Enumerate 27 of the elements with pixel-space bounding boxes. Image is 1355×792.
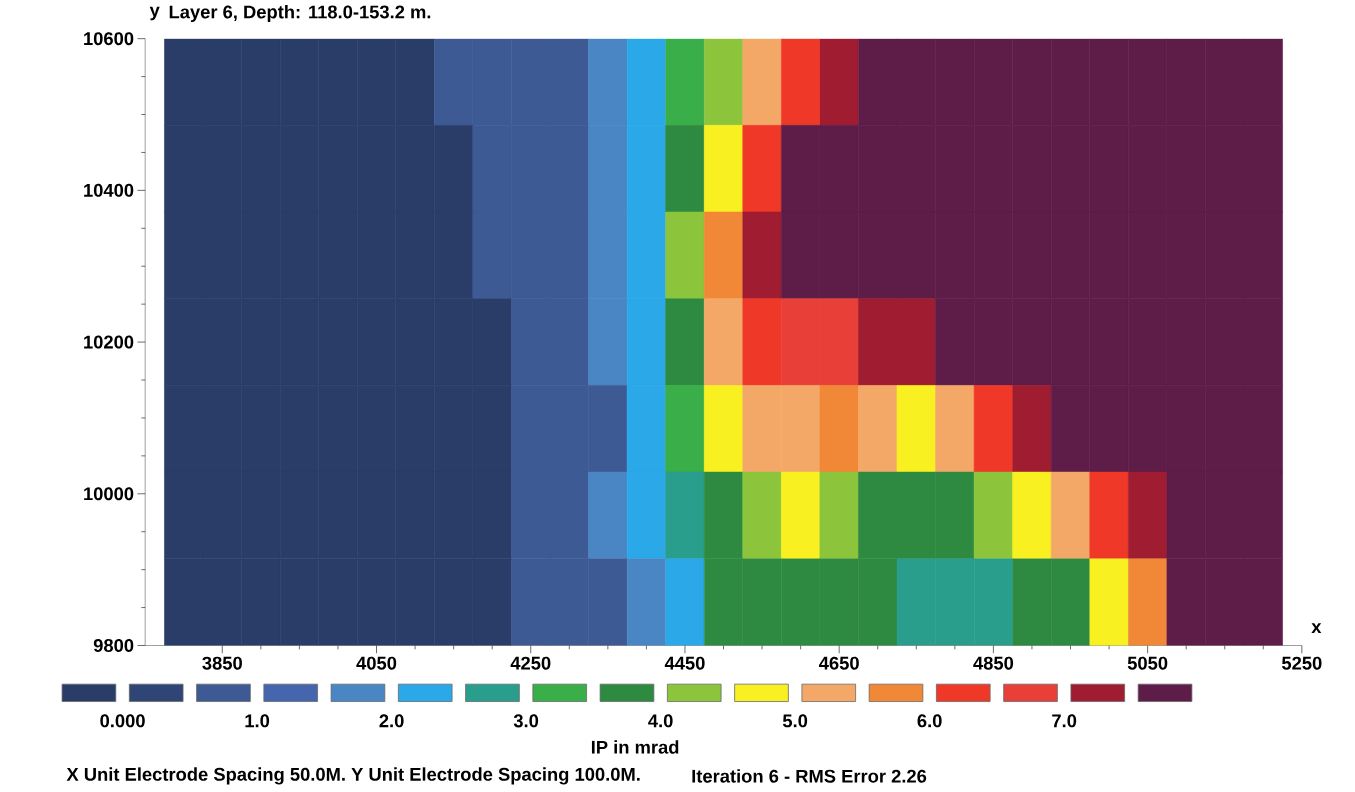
- y-tick-label: 10000: [84, 487, 134, 501]
- color-bar-label: 5.0: [782, 714, 808, 728]
- color-bar-label: 2.0: [379, 714, 404, 728]
- color-bar-label: 3.0: [513, 714, 539, 728]
- y-tick-label: 10600: [84, 31, 134, 45]
- x-tick-label: 4650: [819, 656, 859, 670]
- color-bar-label: 6.0: [917, 714, 942, 728]
- y-tick-label: 10400: [84, 183, 134, 197]
- text: X Unit Electrode Spacing 50.0M. Y Unit Electrode Spacing 100.0M.: [66, 767, 640, 785]
- color-bar-label: 7.0: [1052, 714, 1077, 728]
- x-tick-label: 4450: [664, 656, 705, 670]
- color-bar-label: 1.0: [245, 714, 270, 728]
- x-tick-label: 4050: [356, 656, 397, 670]
- chart-title: Layer 6, Depth: 118.0-153.2 m.: [169, 4, 431, 22]
- color-bar-label: 0.000: [100, 714, 145, 728]
- x-tick-label: 4250: [510, 656, 551, 670]
- color-bar-title: IP in mrad: [591, 740, 679, 754]
- x-tick-label: 5250: [1281, 656, 1322, 670]
- color-bar-label: 4.0: [648, 714, 673, 728]
- x-tick-label: 3850: [202, 656, 242, 670]
- y-tick-label: 9800: [93, 638, 134, 652]
- x-axis-title: x: [1311, 623, 1322, 633]
- y-axis-title: y: [149, 6, 160, 21]
- x-tick-label: 4850: [973, 656, 1014, 670]
- text: Iteration 6 - RMS Error 2.26: [692, 769, 927, 783]
- x-tick-label: 5050: [1127, 656, 1168, 670]
- y-tick-label: 10200: [84, 335, 134, 349]
